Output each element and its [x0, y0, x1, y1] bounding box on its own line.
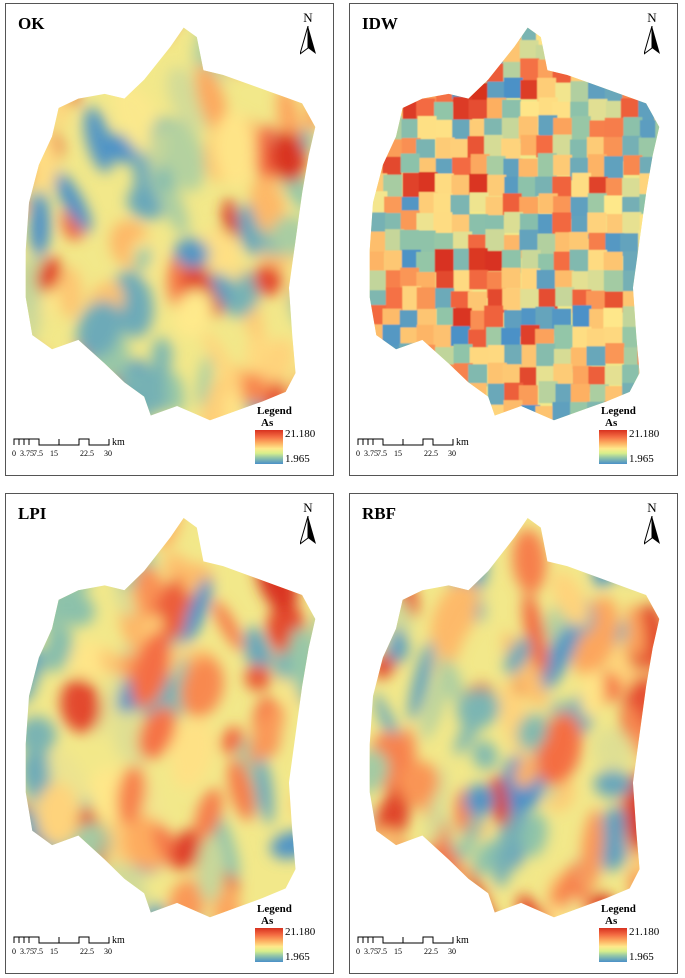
scale-tick-label: 15 [394, 449, 402, 458]
scale-tick-label: 30 [448, 449, 456, 458]
north-arrow-icon: N [297, 500, 319, 546]
scale-bar-graphic [357, 438, 454, 446]
panel-title: IDW [362, 14, 398, 33]
scale-unit: km [456, 437, 469, 448]
legend-max-value: 21.180 [285, 428, 316, 440]
north-label: N [303, 500, 313, 515]
legend-max-value: 21.180 [629, 428, 660, 440]
scale-tick-label: 0 [12, 947, 16, 956]
map-panel-idw: IDW N 0 3.75 7.5 15 22.5 30 km Legend As 21.180 … [349, 3, 678, 476]
scale-bar: 0 3.75 7.5 15 22.5 30 km [356, 933, 486, 959]
scale-tick-label: 7.5 [33, 449, 43, 458]
panel-title: RBF [362, 504, 396, 523]
north-arrow-icon: N [641, 10, 663, 56]
legend-min-value: 1.965 [629, 453, 654, 465]
interpolation-surface [25, 27, 316, 421]
scale-tick-label: 22.5 [80, 947, 94, 956]
scale-tick-label: 22.5 [80, 449, 94, 458]
legend-max-value: 21.180 [285, 926, 316, 938]
legend-variable: As [261, 417, 274, 429]
legend: Legend As 21.180 1.965 [251, 903, 323, 965]
legend-color-ramp [599, 928, 627, 962]
scale-unit: km [112, 437, 125, 448]
legend-min-value: 1.965 [285, 951, 310, 963]
scale-bar: 0 3.75 7.5 15 22.5 30 km [356, 435, 486, 461]
scale-tick-label: 0 [356, 947, 360, 956]
legend-title: Legend [257, 405, 292, 417]
scale-tick-label: 30 [104, 449, 112, 458]
north-arrow-icon: N [641, 500, 663, 546]
panel-title: LPI [18, 504, 47, 523]
legend-title: Legend [257, 903, 292, 915]
legend: Legend As 21.180 1.965 [251, 405, 323, 467]
scale-tick-label: 3.75 [364, 947, 378, 956]
scale-tick-label: 3.75 [20, 947, 34, 956]
north-label: N [647, 10, 657, 25]
scale-unit: km [112, 935, 125, 946]
map-panel-ok: OK N 0 3.75 7.5 15 22.5 30 km Legend As 21.180 1… [5, 3, 334, 476]
legend-variable: As [605, 915, 618, 927]
map-panel-rbf: RBF N 0 3.75 7.5 15 22.5 30 km Legend As 21.180 … [349, 493, 678, 974]
scale-bar-graphic [13, 936, 110, 944]
legend-variable: As [605, 417, 618, 429]
map-panel-lpi: LPI N 0 3.75 7.5 15 22.5 30 km Legend As 21.180 … [5, 493, 334, 974]
scale-tick-label: 22.5 [424, 947, 438, 956]
legend-max-value: 21.180 [629, 926, 660, 938]
scale-bar: 0 3.75 7.5 15 22.5 30 km [12, 435, 142, 461]
scale-tick-label: 3.75 [364, 449, 378, 458]
scale-bar: 0 3.75 7.5 15 22.5 30 km [12, 933, 142, 959]
interpolation-surface [25, 518, 316, 918]
scale-tick-label: 30 [104, 947, 112, 956]
scale-bar-graphic [357, 936, 454, 944]
scale-tick-label: 7.5 [377, 947, 387, 956]
legend-min-value: 1.965 [285, 453, 310, 465]
north-label: N [647, 500, 657, 515]
scale-unit: km [456, 935, 469, 946]
scale-tick-label: 7.5 [377, 449, 387, 458]
scale-tick-label: 0 [356, 449, 360, 458]
interpolation-surface [369, 518, 660, 918]
legend-title: Legend [601, 405, 636, 417]
north-label: N [303, 10, 313, 25]
scale-tick-label: 15 [394, 947, 402, 956]
legend-color-ramp [599, 430, 627, 464]
legend-color-ramp [255, 928, 283, 962]
scale-bar-graphic [13, 438, 110, 446]
north-arrow-icon: N [297, 10, 319, 56]
legend: Legend As 21.180 1.965 [595, 405, 667, 467]
legend-min-value: 1.965 [629, 951, 654, 963]
interpolation-surface [369, 27, 660, 421]
scale-tick-label: 22.5 [424, 449, 438, 458]
panel-title: OK [18, 14, 45, 33]
scale-tick-label: 30 [448, 947, 456, 956]
scale-tick-label: 0 [12, 449, 16, 458]
legend-variable: As [261, 915, 274, 927]
scale-tick-label: 15 [50, 449, 58, 458]
scale-tick-label: 7.5 [33, 947, 43, 956]
scale-tick-label: 3.75 [20, 449, 34, 458]
scale-tick-label: 15 [50, 947, 58, 956]
legend-title: Legend [601, 903, 636, 915]
legend: Legend As 21.180 1.965 [595, 903, 667, 965]
legend-color-ramp [255, 430, 283, 464]
